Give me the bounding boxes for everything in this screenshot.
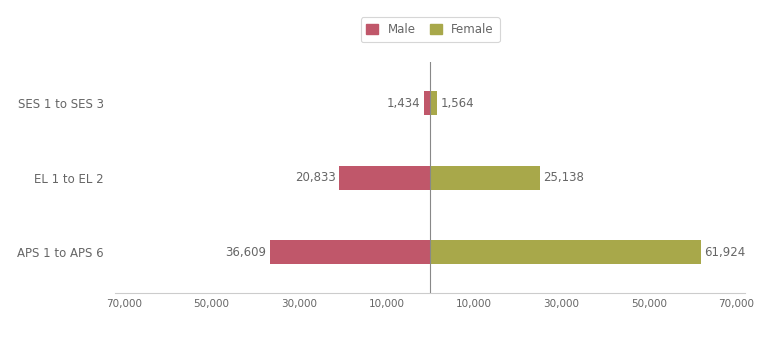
Text: 1,564: 1,564 (440, 97, 474, 110)
Bar (270, 240, 430, 264)
Text: 61,924: 61,924 (704, 246, 746, 259)
Text: 20,833: 20,833 (295, 171, 336, 184)
Text: 25,138: 25,138 (544, 171, 584, 184)
Bar (424, 91, 430, 115)
Bar (430, 240, 701, 264)
Text: 36,609: 36,609 (226, 246, 266, 259)
Bar (339, 166, 430, 190)
Legend: Male, Female: Male, Female (360, 17, 500, 42)
Bar (430, 91, 437, 115)
Bar (430, 166, 540, 190)
Text: 1,434: 1,434 (386, 97, 420, 110)
